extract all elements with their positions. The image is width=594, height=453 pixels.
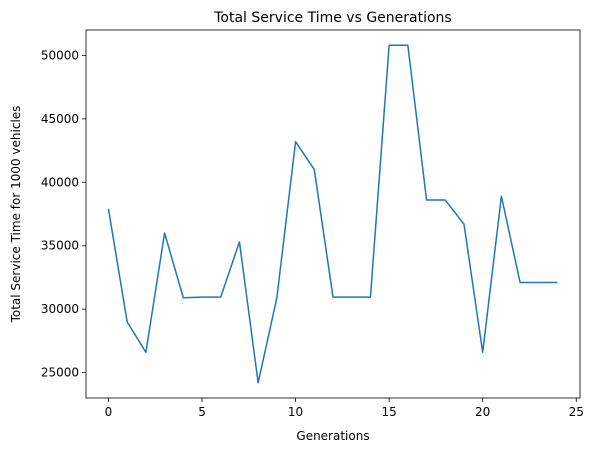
y-tick-label: 25000: [41, 366, 79, 380]
x-tick-label: 5: [198, 405, 206, 419]
series-line: [107, 44, 558, 384]
y-tick-label: 50000: [41, 48, 79, 62]
x-axis: 0 5 10 15 20 25: [105, 398, 584, 419]
y-tick-label: 35000: [41, 239, 79, 253]
plot-area: [107, 44, 558, 384]
y-axis-label: Total Service Time for 1000 vehicles: [9, 106, 23, 324]
x-tick-label: 0: [105, 405, 113, 419]
x-tick-label: 25: [569, 405, 584, 419]
x-tick-label: 20: [475, 405, 490, 419]
y-tick-label: 30000: [41, 302, 79, 316]
y-axis: 25000 30000 35000 40000 45000 50000: [41, 48, 86, 380]
x-axis-label: Generations: [296, 429, 369, 443]
chart-title: Total Service Time vs Generations: [213, 10, 451, 26]
y-tick-label: 45000: [41, 112, 79, 126]
y-tick-label: 40000: [41, 175, 79, 189]
x-tick-label: 10: [288, 405, 303, 419]
x-tick-label: 15: [381, 405, 396, 419]
plot-frame: [85, 29, 581, 399]
